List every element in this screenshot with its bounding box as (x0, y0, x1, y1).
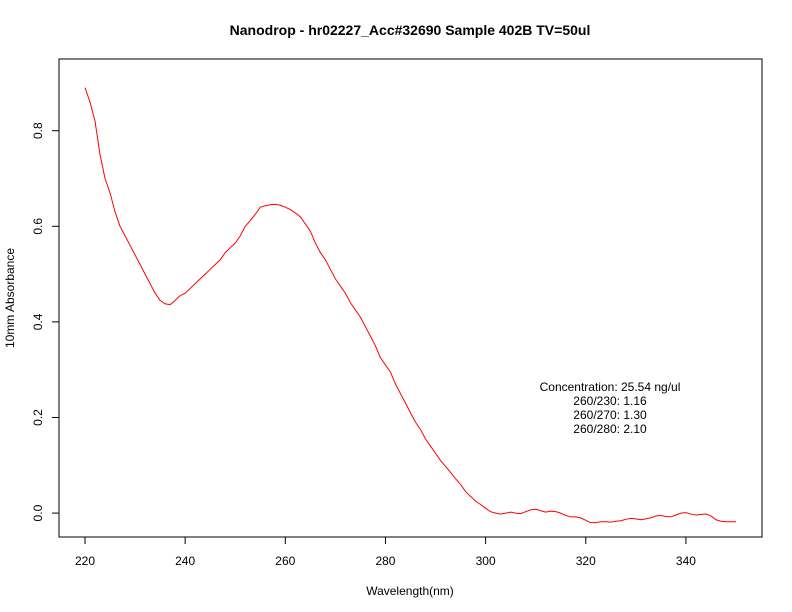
absorbance-line (84, 87, 736, 524)
x-tick-label: 300 (476, 554, 496, 568)
x-tick-label: 280 (375, 554, 395, 568)
annotation-concentration: Concentration: 25.54 ng/ul (540, 380, 681, 394)
x-axis-label: Wavelength(nm) (366, 584, 454, 598)
chart-title: Nanodrop - hr02227_Acc#32690 Sample 402B… (230, 22, 591, 38)
y-tick-label: 0.8 (31, 122, 45, 139)
y-axis-label: 10mm Absorbance (3, 248, 17, 348)
y-axis: 0.0 0.2 0.4 0.6 0.8 (31, 122, 60, 521)
y-tick-label: 0.0 (31, 504, 45, 521)
annotation-260-230: 260/230: 1.16 (573, 394, 647, 408)
x-tick-label: 260 (275, 554, 295, 568)
y-tick-label: 0.2 (31, 409, 45, 426)
y-tick-label: 0.6 (31, 218, 45, 235)
x-axis: 220 240 260 280 300 320 340 (75, 536, 696, 568)
x-tick-label: 220 (75, 554, 95, 568)
x-tick-label: 320 (576, 554, 596, 568)
x-tick-label: 240 (175, 554, 195, 568)
x-tick-label: 340 (676, 554, 696, 568)
y-tick-label: 0.4 (31, 313, 45, 330)
annotation-260-280: 260/280: 2.10 (573, 422, 647, 436)
annotation-260-270: 260/270: 1.30 (573, 408, 647, 422)
annotation-block: Concentration: 25.54 ng/ul 260/230: 1.16… (540, 380, 681, 436)
